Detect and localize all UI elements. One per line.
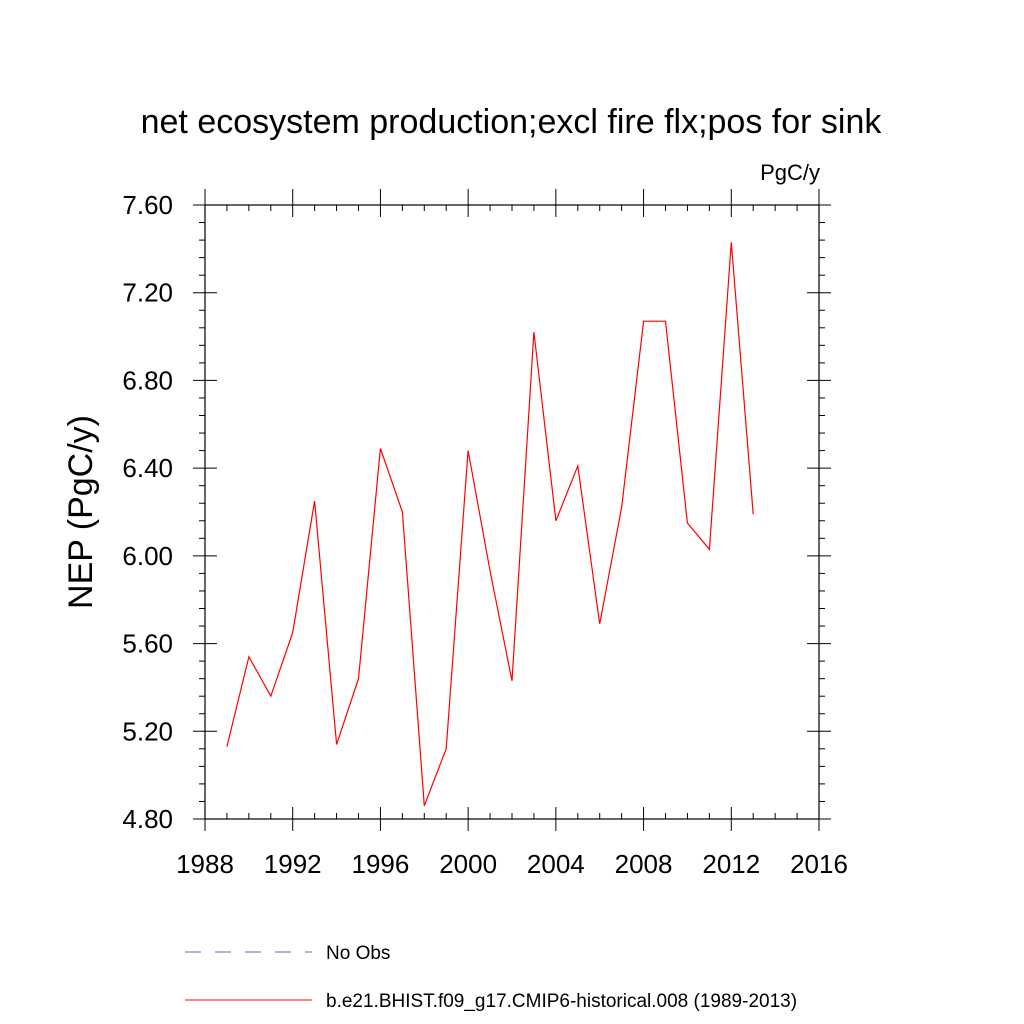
x-tick-label: 2016 [790,849,848,879]
x-tick-label: 2004 [527,849,585,879]
x-tick-labels: 1988 1992 1996 2000 2004 2008 2012 2016 [176,849,848,879]
x-tick-label: 1992 [264,849,322,879]
y-axis-label: NEP (PgC/y) [62,415,100,609]
legend: No Obs b.e21.BHIST.f09_g17.CMIP6-histori… [185,943,797,1012]
y-tick-label: 6.80 [122,365,173,395]
units-label: PgC/y [760,160,820,185]
x-tick-label: 1996 [352,849,410,879]
plot-area: 1988 1992 1996 2000 2004 2008 2012 2016 4.80 5.2… [122,189,848,879]
y-tick-label: 5.60 [122,629,173,659]
y-tick-label: 5.20 [122,716,173,746]
y-tick-label: 4.80 [122,804,173,834]
y-tick-label: 6.40 [122,453,173,483]
series-line [226,242,754,807]
x-tick-label: 2008 [615,849,673,879]
x-tick-label: 1988 [176,849,234,879]
legend-label-no-obs: No Obs [326,943,390,964]
series-layer [226,242,754,807]
x-tick-label: 2012 [702,849,760,879]
y-tick-label: 7.60 [122,190,173,220]
chart-title: net ecosystem production;excl fire flx;p… [141,103,883,141]
axis-ticks [193,189,831,831]
x-tick-label: 2000 [439,849,497,879]
y-tick-label: 7.20 [122,278,173,308]
legend-label-historical: b.e21.BHIST.f09_g17.CMIP6-historical.008… [326,991,797,1012]
y-tick-labels: 4.80 5.20 5.60 6.00 6.40 6.80 7.20 7.60 [122,190,173,834]
y-tick-label: 6.00 [122,541,173,571]
